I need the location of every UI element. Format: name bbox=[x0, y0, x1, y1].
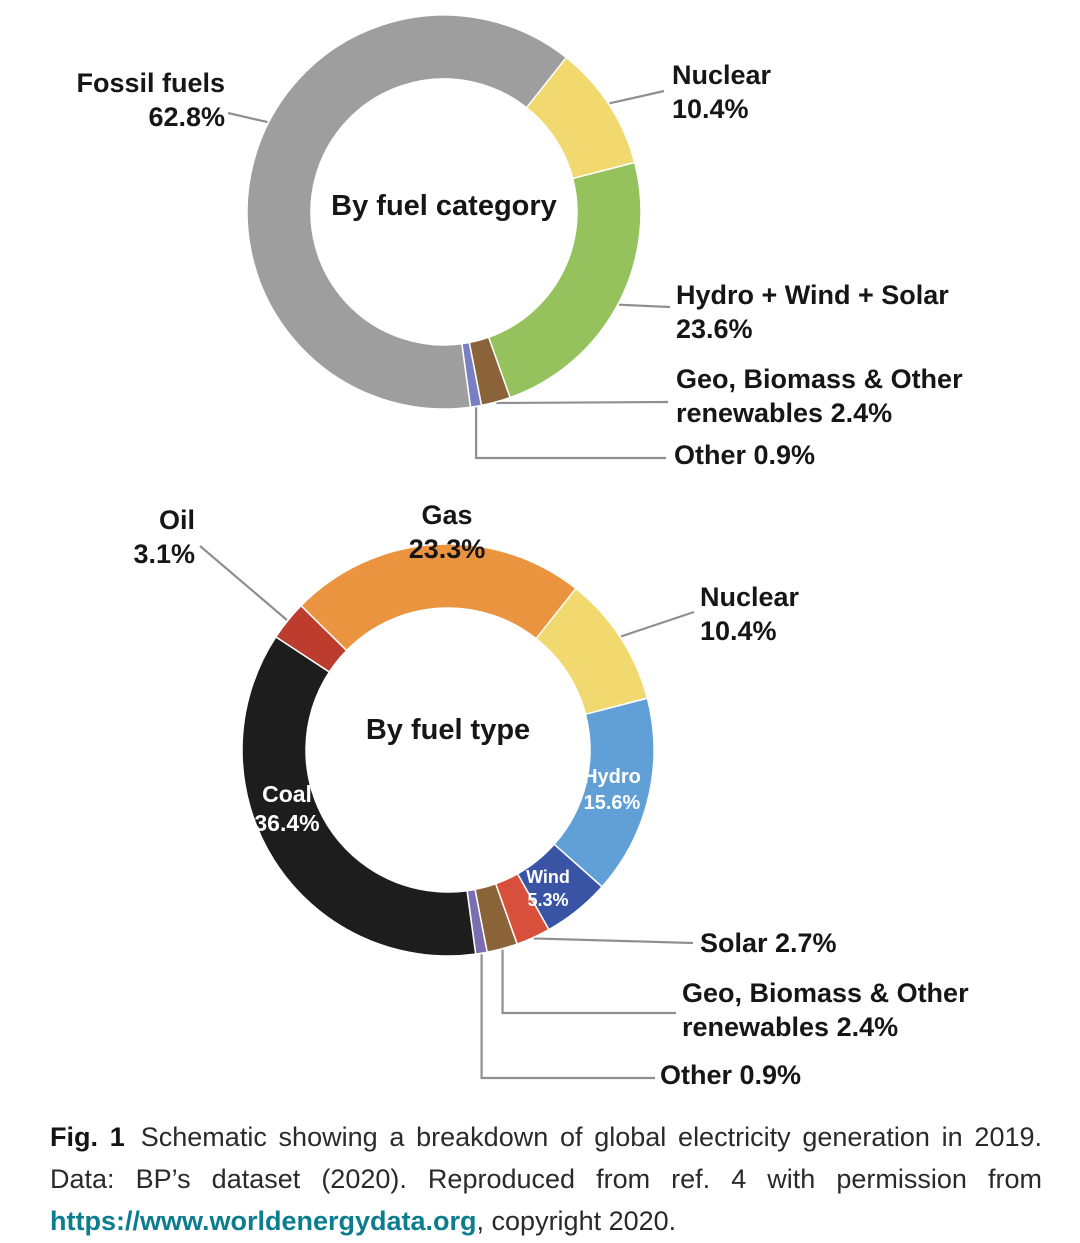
label-solar: Solar 2.7% bbox=[700, 928, 837, 958]
label-gas-pct: 23.3% bbox=[408, 534, 486, 564]
label-geo-biomass-top-pct: renewables 2.4% bbox=[676, 398, 893, 428]
figure-caption: Fig. 1 Schematic showing a breakdown of g… bbox=[50, 1116, 1042, 1242]
donut-title-category: By fuel category bbox=[331, 190, 557, 222]
label-hydro-name: Hydro bbox=[583, 766, 641, 788]
label-geo-biomass-bottom: Geo, Biomass & Other renewables 2.4% bbox=[682, 976, 969, 1044]
label-oil-name: Oil bbox=[158, 505, 195, 535]
label-wind-name: Wind bbox=[526, 867, 570, 887]
leader-line bbox=[501, 949, 676, 1015]
leader-line bbox=[480, 954, 655, 1080]
label-hydro: Hydro 15.6% bbox=[583, 764, 641, 816]
label-oil-pct: 3.1% bbox=[133, 539, 195, 569]
label-hydro-pct: 15.6% bbox=[583, 792, 641, 814]
label-nuclear-bottom-pct: 10.4% bbox=[700, 616, 777, 646]
label-wind-pct: 5.3% bbox=[527, 890, 569, 910]
label-nuclear-top: Nuclear 10.4% bbox=[672, 58, 771, 126]
caption-link[interactable]: https://www.worldenergydata.org bbox=[50, 1206, 477, 1236]
label-fossil-fuels-name: Fossil fuels bbox=[76, 68, 225, 98]
label-nuclear-bottom: Nuclear 10.4% bbox=[700, 580, 799, 648]
label-hydro-wind-solar-pct: 23.6% bbox=[676, 314, 753, 344]
label-coal-name: Coal bbox=[262, 781, 312, 807]
label-coal-pct: 36.4% bbox=[254, 810, 320, 836]
label-coal: Coal 36.4% bbox=[254, 780, 319, 838]
label-geo-biomass-bottom-name: Geo, Biomass & Other bbox=[682, 978, 969, 1008]
donut-by-fuel-type bbox=[241, 543, 655, 957]
label-geo-biomass-top-name: Geo, Biomass & Other bbox=[676, 364, 963, 394]
donut2-slice-coal bbox=[241, 635, 477, 957]
label-fossil-fuels-pct: 62.8% bbox=[148, 102, 225, 132]
caption-text: Schematic showing a breakdown of global … bbox=[50, 1122, 1042, 1194]
leader-line bbox=[475, 407, 666, 460]
label-hydro-wind-solar: Hydro + Wind + Solar 23.6% bbox=[676, 278, 949, 346]
label-gas-name: Gas bbox=[421, 500, 473, 530]
label-nuclear-top-name: Nuclear bbox=[672, 60, 772, 90]
label-other-top: Other 0.9% bbox=[674, 440, 816, 470]
leader-line bbox=[496, 400, 669, 405]
donut-title-type: By fuel type bbox=[365, 714, 531, 746]
label-nuclear-top-pct: 10.4% bbox=[672, 94, 749, 124]
label-nuclear-bottom-name: Nuclear bbox=[700, 582, 800, 612]
donut-by-fuel-category bbox=[246, 14, 642, 410]
label-hydro-wind-solar-name: Hydro + Wind + Solar bbox=[676, 280, 949, 310]
caption-label: Fig. 1 bbox=[50, 1122, 125, 1152]
label-geo-biomass-top: Geo, Biomass & Other renewables 2.4% bbox=[676, 362, 963, 430]
donut1-slice-fossil-fuels bbox=[246, 14, 568, 410]
leader-line bbox=[227, 111, 268, 124]
label-other-bottom: Other 0.9% bbox=[660, 1060, 802, 1090]
label-fossil-fuels: Fossil fuels 62.8% bbox=[40, 66, 225, 134]
leader-line bbox=[620, 610, 695, 638]
leader-line bbox=[609, 89, 665, 105]
caption-suffix: , copyright 2020. bbox=[476, 1206, 677, 1236]
donut2-slice-gas bbox=[299, 543, 577, 652]
label-gas: Gas 23.3% bbox=[409, 498, 486, 566]
leader-line bbox=[199, 545, 288, 621]
leader-lines bbox=[199, 89, 695, 1080]
leader-line bbox=[533, 937, 694, 945]
label-oil: Oil 3.1% bbox=[40, 503, 195, 571]
label-geo-biomass-bottom-pct: renewables 2.4% bbox=[682, 1012, 899, 1042]
leader-line bbox=[618, 303, 671, 309]
label-wind: Wind 5.3% bbox=[526, 866, 570, 912]
